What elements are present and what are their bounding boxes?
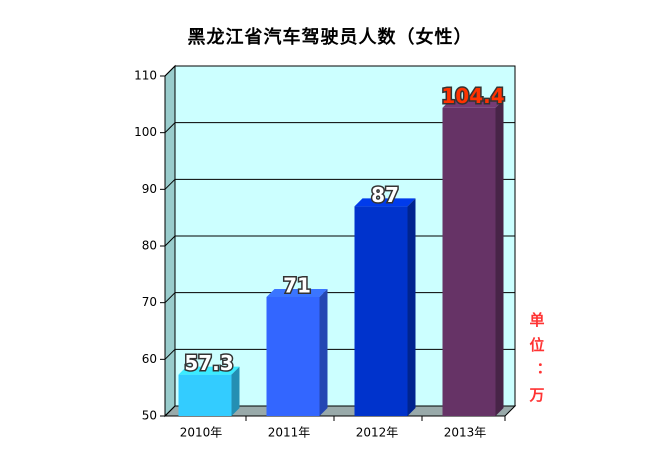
bar-top xyxy=(178,366,240,375)
y-tick-label: 50 xyxy=(142,409,157,423)
value-label: 104.4 xyxy=(441,84,504,108)
bar-top xyxy=(442,99,504,108)
bar xyxy=(266,297,320,416)
grid-line xyxy=(164,65,176,77)
grid-line xyxy=(164,122,176,134)
bar xyxy=(442,107,496,416)
x-tick-label: 2011年 xyxy=(268,426,311,440)
grid-line xyxy=(164,348,176,360)
y-tick-label: 80 xyxy=(142,239,157,253)
y-tick-label: 70 xyxy=(142,295,157,309)
x-tick-label: 2013年 xyxy=(444,426,487,440)
bar-side xyxy=(231,366,240,416)
chart-title: 黑龙江省汽车驾驶员人数（女性） xyxy=(188,26,473,48)
bar-side xyxy=(407,198,416,416)
y-tick-label: 90 xyxy=(142,182,157,196)
value-label: 71 xyxy=(283,274,311,298)
grid-line xyxy=(164,292,176,304)
x-tick-label: 2012年 xyxy=(356,426,399,440)
y-tick-label: 110 xyxy=(134,69,157,83)
bar xyxy=(178,374,232,416)
unit-label: 单位：万 xyxy=(528,311,546,412)
y-tick-label: 100 xyxy=(134,125,157,139)
value-label: 87 xyxy=(371,183,399,207)
grid-line xyxy=(164,405,176,417)
y-tick-label: 60 xyxy=(142,352,157,366)
bar-side xyxy=(319,289,328,416)
bar-top xyxy=(354,198,416,207)
x-tick-label: 2010年 xyxy=(180,426,223,440)
bar-side xyxy=(495,99,504,416)
grid-line xyxy=(164,235,176,247)
bar xyxy=(354,206,408,416)
bar-top xyxy=(266,289,328,297)
value-label: 57.3 xyxy=(184,351,233,375)
grid-line xyxy=(164,178,176,190)
